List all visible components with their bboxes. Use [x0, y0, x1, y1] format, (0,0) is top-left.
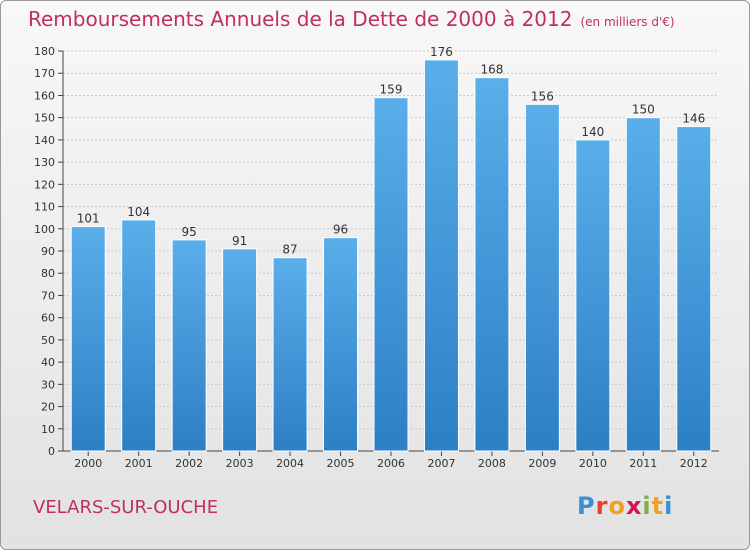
- labels: 0 10 20 30 40 50 60 70 80 90 100 110 120 130 140 150 160…: [34, 45, 708, 470]
- y-tick-label: 160: [34, 89, 55, 102]
- logo-letter: x: [625, 492, 643, 520]
- bar-value-label: 146: [682, 112, 705, 126]
- y-tick-label: 140: [34, 134, 55, 147]
- logo-letter: i: [664, 492, 674, 520]
- x-tick-label: 2004: [276, 457, 304, 470]
- y-tick-label: 170: [34, 67, 55, 80]
- x-tick-label: 2011: [629, 457, 657, 470]
- y-tick-label: 90: [41, 245, 55, 258]
- bar-value-label: 95: [182, 225, 197, 239]
- y-tick-label: 80: [41, 267, 55, 280]
- bar: [373, 97, 409, 452]
- bars: [70, 59, 712, 452]
- y-tick-label: 30: [41, 378, 55, 391]
- x-tick-label: 2007: [427, 457, 455, 470]
- y-tick-label: 110: [34, 201, 55, 214]
- bar-value-label: 150: [632, 103, 655, 117]
- bar: [70, 226, 106, 452]
- logo-letter: P: [577, 492, 596, 520]
- bar: [272, 257, 308, 452]
- y-tick-label: 180: [34, 45, 55, 58]
- x-tick-label: 2006: [377, 457, 405, 470]
- bar-value-label: 87: [282, 243, 297, 257]
- bar-value-label: 96: [333, 223, 348, 237]
- logo-letter: o: [608, 492, 626, 520]
- bar-value-label: 168: [480, 63, 503, 77]
- bar: [524, 103, 560, 452]
- y-tick-label: 130: [34, 156, 55, 169]
- bar: [222, 248, 258, 452]
- proxiti-logo: Proxiti: [577, 492, 673, 520]
- chart-unit: (en milliers d'€): [580, 15, 675, 29]
- x-tick-label: 2010: [579, 457, 607, 470]
- bar: [575, 139, 611, 452]
- y-tick-label: 60: [41, 312, 55, 325]
- bar: [474, 77, 510, 452]
- x-tick-label: 2002: [175, 457, 203, 470]
- y-tick-label: 10: [41, 423, 55, 436]
- bar-value-label: 101: [77, 212, 100, 226]
- bar: [625, 117, 661, 452]
- y-tick-label: 120: [34, 178, 55, 191]
- bar: [323, 237, 359, 452]
- bar-value-label: 176: [430, 45, 453, 59]
- bar: [171, 239, 207, 452]
- x-tick-label: 2000: [74, 457, 102, 470]
- chart-title-text: Remboursements Annuels de la Dette de 20…: [28, 7, 573, 31]
- bar-value-label: 91: [232, 234, 247, 248]
- x-tick-label: 2012: [680, 457, 708, 470]
- y-tick-label: 100: [34, 223, 55, 236]
- bar-value-label: 156: [531, 89, 554, 103]
- y-tick-label: 40: [41, 356, 55, 369]
- logo-letter: r: [595, 492, 609, 520]
- logo-letter: t: [651, 492, 665, 520]
- bar: [423, 59, 459, 452]
- bar-value-label: 104: [127, 205, 150, 219]
- x-tick-label: 2009: [528, 457, 556, 470]
- y-tick-label: 150: [34, 112, 55, 125]
- y-tick-label: 20: [41, 401, 55, 414]
- y-tick-label: 70: [41, 289, 55, 302]
- x-tick-label: 2008: [478, 457, 506, 470]
- commune-name: VELARS-SUR-OUCHE: [33, 497, 219, 518]
- y-tick-label: 50: [41, 334, 55, 347]
- logo-letter: i: [642, 492, 652, 520]
- chart-title: Remboursements Annuels de la Dette de 20…: [28, 7, 675, 31]
- bar-value-label: 159: [380, 83, 403, 97]
- y-tick-label: 0: [48, 445, 55, 458]
- bar-value-label: 140: [581, 125, 604, 139]
- x-tick-label: 2003: [226, 457, 254, 470]
- bar: [676, 126, 712, 452]
- bar: [121, 219, 157, 452]
- x-tick-label: 2005: [327, 457, 355, 470]
- x-tick-label: 2001: [125, 457, 153, 470]
